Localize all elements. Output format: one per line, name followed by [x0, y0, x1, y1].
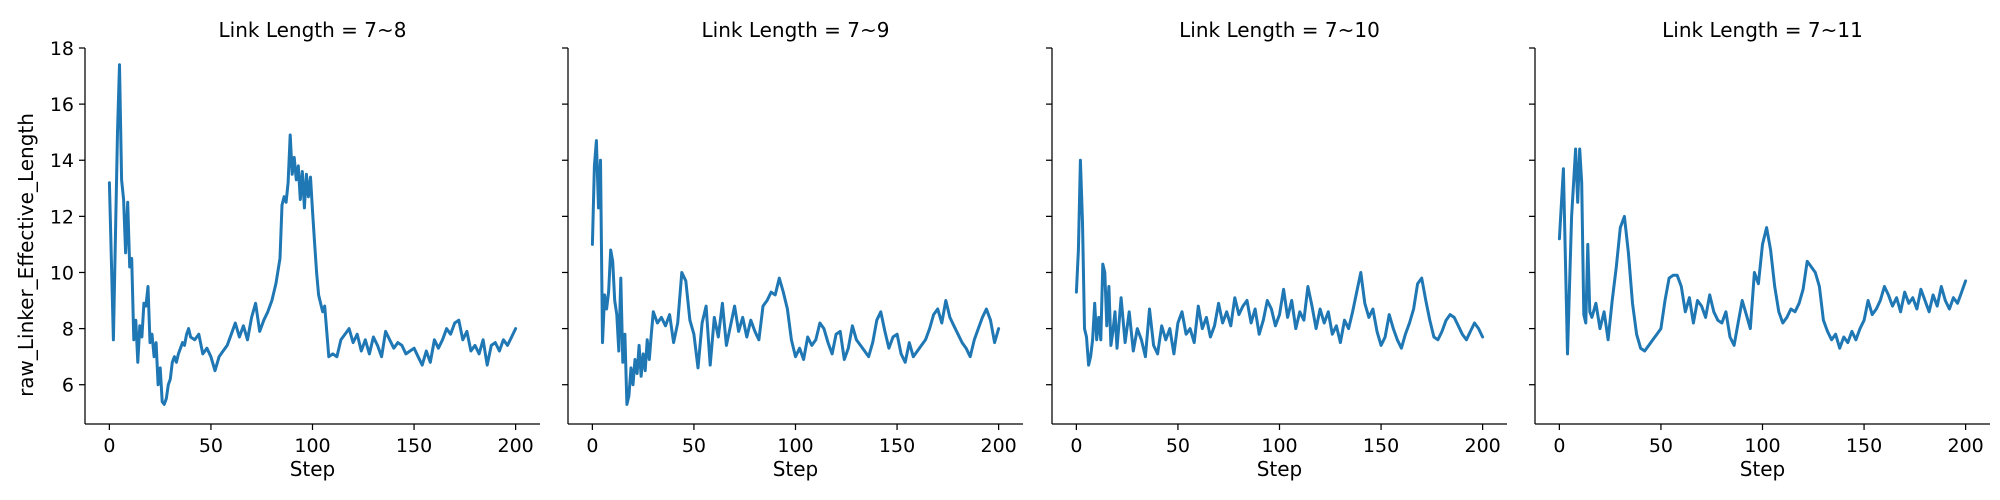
panel-title: Link Length = 7~10 [1179, 18, 1380, 42]
x-tick-label: 150 [1846, 435, 1882, 457]
x-tick-label: 200 [497, 435, 533, 457]
panel-title: Link Length = 7~8 [219, 18, 407, 42]
x-tick-label: 100 [1261, 435, 1297, 457]
x-tick-label: 200 [980, 435, 1016, 457]
facet-panel-4: Link Length = 7~11 0 50 100 150 200 Step [1529, 18, 1990, 481]
x-axis-label: Step [1257, 457, 1303, 481]
y-tick-label: 16 [50, 94, 74, 116]
y-tick-label: 10 [50, 262, 74, 284]
series-line [590, 139, 1001, 406]
x-axis-label: Step [773, 457, 819, 481]
y-tick-label: 12 [50, 206, 74, 228]
x-tick-label: 150 [879, 435, 915, 457]
x-tick-label: 50 [1649, 435, 1673, 457]
x-tick-label: 150 [1363, 435, 1399, 457]
x-tick-label: 50 [1166, 435, 1190, 457]
x-tick-label: 100 [1744, 435, 1780, 457]
y-tick-label: 6 [62, 375, 74, 397]
x-axis-label: Step [1740, 457, 1786, 481]
y-tick-label: 8 [62, 319, 74, 341]
x-tick-label: 100 [777, 435, 813, 457]
x-tick-label: 200 [1464, 435, 1500, 457]
facet-panel-1: Link Length = 7~8 6 8 10 12 14 16 18 0 50 100 150 20… [50, 18, 540, 481]
x-tick-label: 0 [1553, 435, 1565, 457]
x-tick-label: 200 [1947, 435, 1983, 457]
x-tick-label: 0 [586, 435, 598, 457]
panel-title: Link Length = 7~9 [702, 18, 890, 42]
x-tick-label: 50 [682, 435, 706, 457]
panel-title: Link Length = 7~11 [1662, 18, 1863, 42]
y-axis-label: raw_Linker_Effective_Length [14, 113, 38, 397]
y-tick-label: 18 [50, 38, 74, 60]
x-tick-label: 150 [396, 435, 432, 457]
x-tick-label: 50 [199, 435, 223, 457]
series-line [107, 63, 518, 406]
x-tick-label: 0 [1070, 435, 1082, 457]
facet-panels: Link Length = 7~8 6 8 10 12 14 16 18 0 50 100 150 20… [50, 18, 1990, 481]
x-axis-label: Step [290, 457, 336, 481]
facet-panel-3: Link Length = 7~10 0 50 100 150 200 Step [1046, 18, 1507, 481]
x-tick-label: 100 [294, 435, 330, 457]
series-line [1557, 147, 1968, 356]
series-line [1074, 158, 1485, 367]
x-tick-label: 0 [103, 435, 115, 457]
y-tick-label: 14 [50, 150, 74, 172]
facet-panel-2: Link Length = 7~9 0 50 100 150 200 Step [562, 18, 1023, 481]
